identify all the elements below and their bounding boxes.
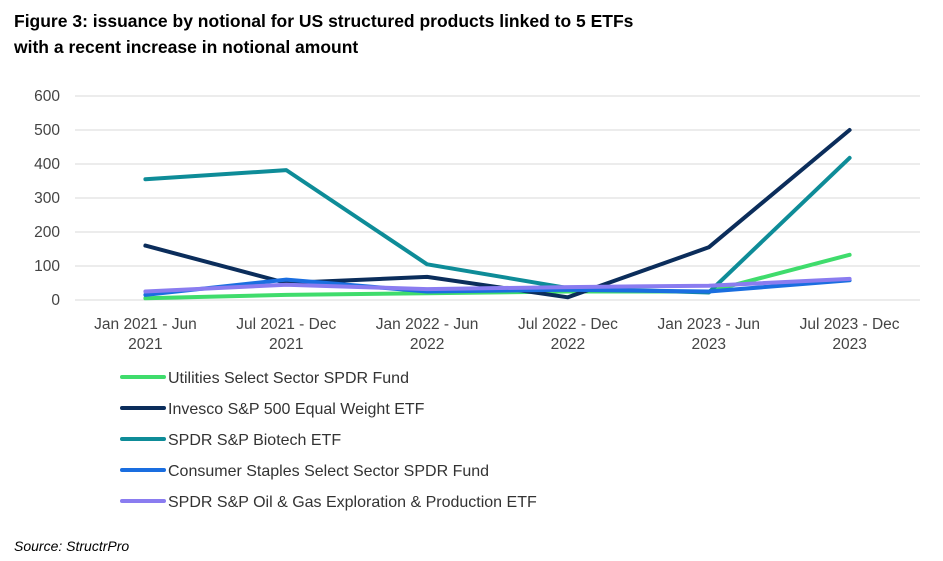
legend-label: Invesco S&P 500 Equal Weight ETF xyxy=(168,401,425,418)
x-tick-label: Jan 2021 - Jun 2021 xyxy=(94,316,197,353)
y-tick-label: 200 xyxy=(34,224,60,241)
y-tick-label: 400 xyxy=(34,156,60,173)
series-line-4 xyxy=(143,277,852,297)
x-axis: Jan 2021 - Jun 2021 Jul 2021 - Dec 2021 Jan … xyxy=(94,316,900,353)
source-note: Source: StructrPro xyxy=(14,538,130,554)
y-tick-label: 600 xyxy=(34,88,60,105)
y-tick-label: 500 xyxy=(34,122,60,139)
title-line-1: Figure 3: issuance by notional for US st… xyxy=(14,11,634,31)
series-lines xyxy=(143,128,852,301)
y-tick-label: 300 xyxy=(34,190,60,207)
legend-label: Utilities Select Sector SPDR Fund xyxy=(168,370,409,387)
x-tick-label: Jul 2023 - Dec 2023 xyxy=(800,316,900,353)
series-line-3 xyxy=(143,155,852,295)
legend-label: SPDR S&P Oil & Gas Exploration & Product… xyxy=(168,494,537,511)
y-axis: 0 100 200 300 400 500 600 xyxy=(34,88,60,309)
series-line-5 xyxy=(143,276,852,294)
series-line-2 xyxy=(143,128,852,300)
legend-label: SPDR S&P Biotech ETF xyxy=(168,432,341,449)
x-tick-label: Jan 2023 - Jun 2023 xyxy=(657,316,760,353)
x-tick-label: Jul 2022 - Dec 2022 xyxy=(518,316,618,353)
y-tick-label: 0 xyxy=(51,292,60,309)
legend-label: Consumer Staples Select Sector SPDR Fund xyxy=(168,463,489,480)
title-line-2: with a recent increase in notional amoun… xyxy=(14,37,359,57)
chart-title: Figure 3: issuance by notional for US st… xyxy=(14,8,914,60)
x-tick-label: Jan 2022 - Jun 2022 xyxy=(376,316,479,353)
x-tick-label: Jul 2021 - Dec 2021 xyxy=(236,316,336,353)
y-tick-label: 100 xyxy=(34,258,60,275)
legend: Utilities Select Sector SPDR Fund Invesco… xyxy=(120,370,537,511)
